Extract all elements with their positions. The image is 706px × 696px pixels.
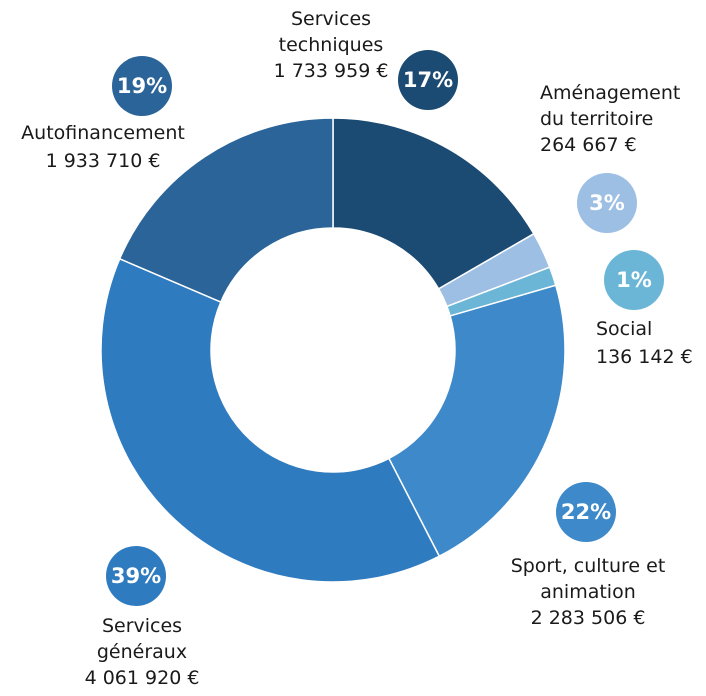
percent-badge: 19% xyxy=(112,56,172,116)
donut-segment xyxy=(332,117,535,290)
badge-circle xyxy=(112,56,172,116)
percent-label: 3% xyxy=(589,191,625,215)
badge-circle xyxy=(398,50,458,110)
donut-segment xyxy=(100,257,441,583)
percent-label: 22% xyxy=(561,500,611,524)
category-label: Social xyxy=(596,318,653,340)
badge-circle xyxy=(577,173,637,233)
badge-circle xyxy=(106,546,166,606)
amount-label: 1 933 710 € xyxy=(45,150,161,172)
category-label: Aménagement du territoire xyxy=(540,82,681,130)
donut-segment xyxy=(118,117,334,304)
category-label: Services techniques xyxy=(278,8,384,56)
donut-segment xyxy=(387,284,566,558)
percent-label: 19% xyxy=(117,74,167,98)
category-label: Sport, culture et animation xyxy=(510,555,666,603)
percent-badge: 1% xyxy=(604,250,664,310)
percent-label: 39% xyxy=(111,564,161,588)
category-label: Services généraux xyxy=(96,615,188,663)
percent-badge: 39% xyxy=(106,546,166,606)
percent-label: 1% xyxy=(616,268,652,292)
amount-label: 1 733 959 € xyxy=(273,60,389,82)
percent-label: 17% xyxy=(403,68,453,92)
amount-label: 2 283 506 € xyxy=(530,607,646,629)
amount-label: 136 142 € xyxy=(596,346,693,368)
percent-badge: 22% xyxy=(556,482,616,542)
amount-label: 264 667 € xyxy=(540,134,637,156)
amount-label: 4 061 920 € xyxy=(84,667,200,689)
percent-badge: 17% xyxy=(398,50,458,110)
percent-badge: 3% xyxy=(577,173,637,233)
badge-circle xyxy=(556,482,616,542)
category-label: Autofinancement xyxy=(21,122,185,144)
badge-circle xyxy=(604,250,664,310)
